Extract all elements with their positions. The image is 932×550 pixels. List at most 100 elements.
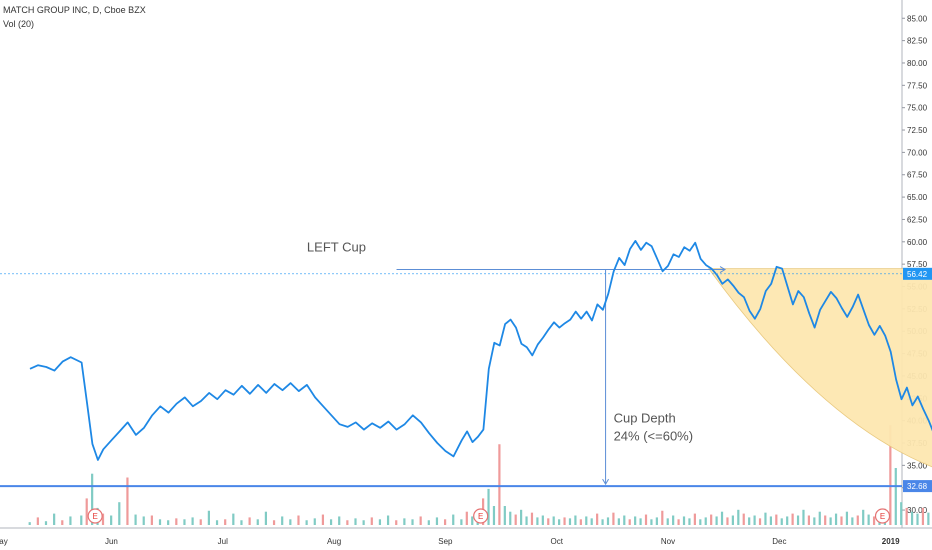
volume-bar [289,519,292,525]
volume-indicator-label: Vol (20) [3,19,35,29]
volume-bar [796,515,800,525]
volume-bar [370,517,373,525]
volume-bar [753,515,756,525]
y-tick-label: 85.00 [907,14,928,23]
volume-bar [612,512,615,525]
x-tick-label: May [0,537,8,546]
y-tick-label: 57.50 [907,260,928,269]
volume-bar [386,515,390,525]
y-tick-label: 75.00 [907,104,928,113]
volume-bar [818,511,821,525]
y-tick-label: 30.00 [907,506,928,515]
y-tick-label: 67.50 [907,171,928,180]
volume-bar [775,514,778,525]
volume-bar [590,518,593,525]
volume-bar [536,517,539,525]
volume-bar [758,518,762,525]
volume-bar [585,516,588,525]
volume-bar [362,520,365,525]
volume-bar [207,510,210,525]
volume-bar [628,519,631,525]
volume-bar [791,513,794,525]
volume-bar [764,512,767,525]
volume-bar [503,506,506,525]
y-tick-label: 62.50 [907,215,928,224]
volume-bar [272,520,276,525]
volume-bar [264,511,268,525]
volume-bar [427,520,430,525]
cup-depth-label: Cup Depth [614,410,676,425]
x-tick-label: Jun [105,537,118,546]
price-tag-box [903,480,932,493]
cup-depth-ratio-label: 24% (<=60%) [614,428,694,443]
volume-bar [623,515,626,525]
volume-bar [452,514,455,525]
volume-bar [530,512,534,525]
volume-bar [305,520,308,525]
volume-bar [541,515,544,525]
volume-bar [232,513,235,525]
volume-bar [167,520,170,525]
left-cup-arrowhead [719,266,727,273]
volume-bar [601,519,604,525]
volume-bar [737,509,740,525]
volume-bar [101,513,105,525]
volume-bar [346,520,349,525]
volume-bar [118,502,121,525]
volume-bar [403,518,406,525]
volume-bar [281,516,284,525]
volume-bar [256,519,259,525]
volume-bar [248,517,251,525]
volume-bar [443,519,447,525]
volume-bar [150,515,153,525]
volume-bar [845,511,849,525]
y-tick-label: 65.00 [907,193,928,202]
y-tick-label: 35.00 [907,461,928,470]
volume-bar [829,517,832,525]
volume-bar [574,515,577,525]
volume-bar [509,511,512,525]
x-tick-label: Sep [438,537,453,546]
price-tag-box [903,267,932,280]
volume-bar [321,514,325,525]
volume-bar [28,522,31,525]
volume-bar [840,516,843,525]
volume-bar [921,507,925,525]
volume-bar [80,515,83,525]
earnings-marker-label: E [478,512,483,521]
volume-bar [514,514,517,525]
volume-bar [693,513,696,525]
volume-bar [419,516,422,525]
volume-bar [240,520,243,525]
volume-bar [435,517,439,525]
volume-bar [395,520,398,525]
volume-bar [699,519,702,525]
earnings-marker [874,508,891,524]
left-cup-label: LEFT Cup [307,240,366,255]
volume-bar [726,517,729,525]
volume-bar [215,520,219,525]
volume-bar [134,514,137,525]
volume-bar [487,488,490,525]
x-tick-label: Nov [661,537,675,546]
volume-bar [411,519,414,525]
volume-bar [378,519,382,525]
volume-bar [655,517,658,525]
volume-bar [905,507,908,525]
cup-depth-arrowhead [602,478,610,486]
volume-bar [563,517,566,525]
volume-bar [894,468,897,525]
volume-bar [682,516,686,525]
volume-bar [867,514,870,525]
volume-bar [183,519,186,525]
volume-bar [520,509,523,525]
volume-bar [704,517,707,525]
cup-shape [707,268,932,468]
volume-bar [36,517,39,525]
earnings-marker-label: E [880,512,885,521]
price-tag-label: 32.68 [907,482,928,491]
volume-bar [786,516,789,525]
volume-bar [807,515,811,525]
volume-bar [900,502,903,525]
volume-bar [579,519,582,525]
